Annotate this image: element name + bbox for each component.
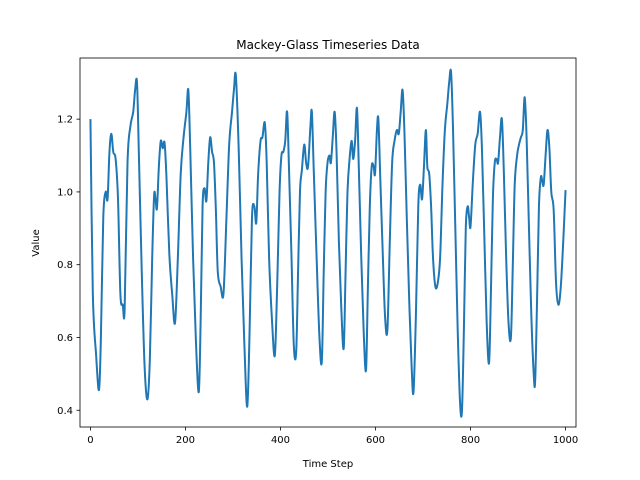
y-tick-label: 0.4 [57, 406, 73, 417]
x-axis-label: Time Step [302, 459, 353, 470]
plot-area [89, 68, 567, 418]
x-tick-label: 1000 [553, 435, 578, 446]
y-tick-label: 0.6 [57, 333, 73, 344]
axes-frame [79, 57, 577, 428]
x-tick-label: 0 [87, 435, 93, 446]
y-tick-label: 0.8 [57, 260, 73, 271]
x-tick-label: 400 [271, 435, 290, 446]
series-line [89, 68, 567, 418]
y-tick-label: 1.0 [57, 187, 73, 198]
axis-ticks: 0 200 400 600 800 1000 0.4 0.6 0.8 1.0 1.2 [57, 115, 578, 446]
y-axis-label: Value [31, 229, 42, 256]
x-tick-label: 200 [176, 435, 195, 446]
chart-title: Mackey-Glass Timeseries Data [236, 38, 420, 52]
x-tick-label: 800 [461, 435, 480, 446]
y-tick-label: 1.2 [57, 115, 73, 126]
x-tick-label: 600 [366, 435, 385, 446]
